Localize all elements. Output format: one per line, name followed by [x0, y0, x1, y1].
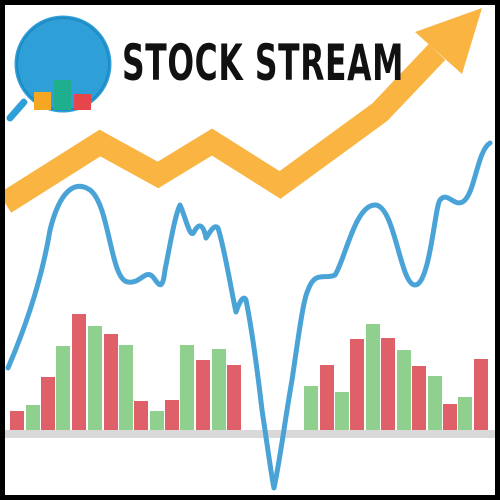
volume-bar	[320, 365, 334, 430]
volume-bar	[134, 401, 148, 430]
volume-bar	[88, 326, 102, 430]
volume-bar	[165, 400, 179, 430]
volume-bar	[458, 397, 472, 430]
price-line	[5, 140, 493, 491]
stock-illustration: STOCK STREAM	[5, 8, 495, 491]
volume-bar	[366, 324, 380, 430]
volume-bar	[41, 377, 55, 430]
volume-bar	[350, 339, 364, 430]
volume-bar	[72, 314, 86, 430]
volume-bars-right	[304, 324, 488, 430]
volume-bar	[212, 349, 226, 430]
magnifier-ring	[11, 12, 115, 116]
magnifier-chart-icon	[6, 12, 115, 122]
title: STOCK STREAM	[122, 34, 404, 92]
volume-bar	[397, 350, 411, 430]
chart-baseline	[5, 430, 495, 438]
volume-bar	[180, 345, 194, 430]
magnifier-handle	[6, 98, 28, 122]
volume-bar	[381, 338, 395, 430]
logo-bar	[74, 94, 91, 110]
volume-bar	[335, 392, 349, 430]
volume-bar	[119, 345, 133, 430]
volume-bar	[474, 359, 488, 430]
volume-bar	[150, 411, 164, 430]
logo-bar	[34, 92, 51, 110]
volume-bar	[104, 334, 118, 430]
volume-bar	[227, 365, 241, 430]
volume-bar	[26, 405, 40, 430]
volume-bar	[196, 360, 210, 430]
volume-bars-left	[10, 314, 241, 430]
volume-bar	[56, 346, 70, 430]
volume-bar	[412, 366, 426, 430]
volume-bar	[10, 411, 24, 430]
volume-bar	[443, 404, 457, 430]
logo-bar	[54, 80, 71, 110]
trend-arrow-icon	[5, 8, 482, 213]
volume-bar	[428, 376, 442, 430]
volume-bar	[304, 386, 318, 430]
